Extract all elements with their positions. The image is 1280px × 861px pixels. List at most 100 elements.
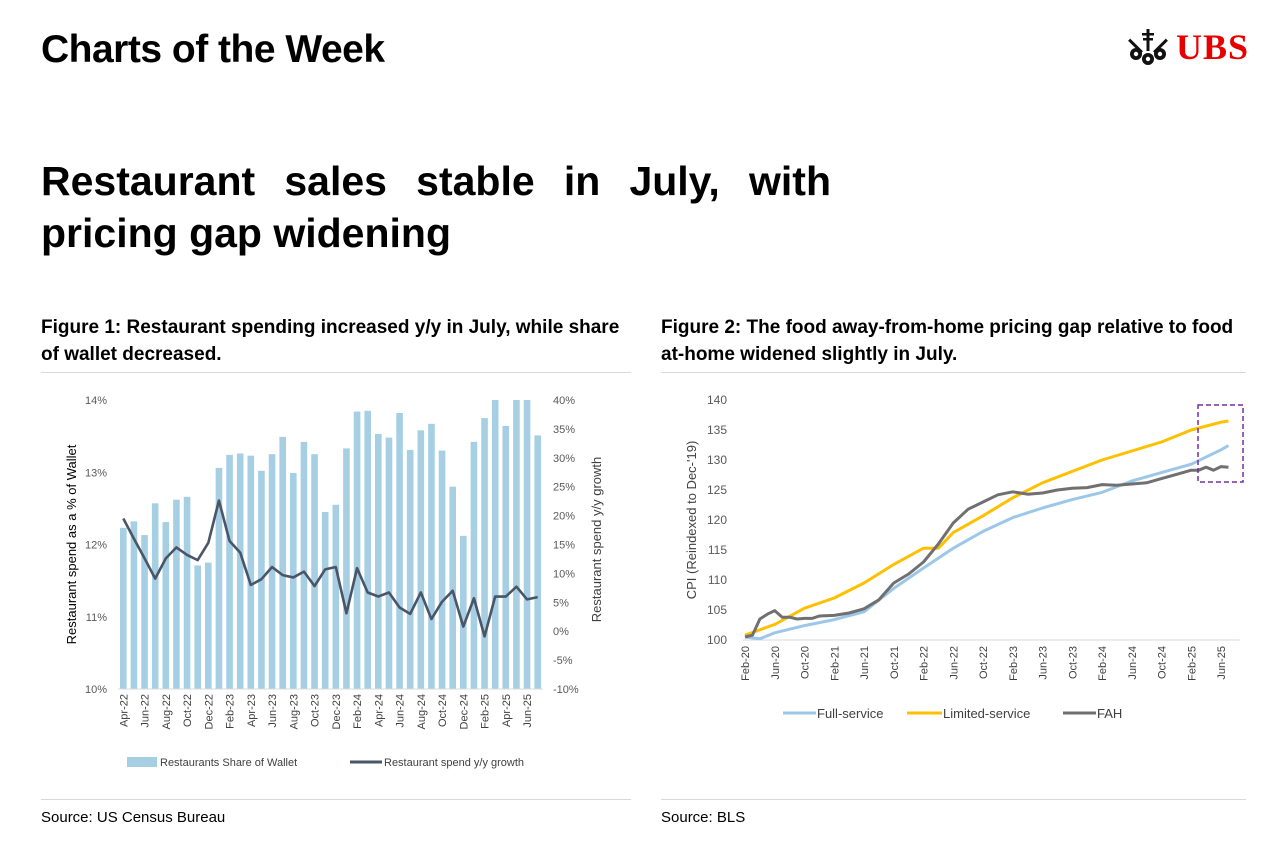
y-tick-label: 125	[707, 483, 727, 497]
y-axis-label: Restaurant spend as a % of Wallet	[64, 444, 79, 644]
bar-share-of-wallet	[396, 413, 403, 689]
x-tick-label: Jun-25	[1216, 646, 1228, 680]
bar-share-of-wallet	[321, 511, 329, 689]
x-tick-label: Oct-20	[800, 646, 812, 679]
headline: Restaurant sales stable in July, with pr…	[41, 158, 831, 256]
y-tick-label: 110	[708, 573, 727, 587]
x-tick-label: Dec-23	[331, 694, 343, 729]
y2-tick-label: -5%	[553, 655, 573, 667]
figure2-bottom-rule	[661, 799, 1246, 800]
bar-share-of-wallet	[438, 450, 446, 689]
legend-label-limited-service: Limited-service	[943, 706, 1030, 721]
y2-tick-label: 10%	[553, 568, 575, 580]
y2-tick-label: 20%	[553, 511, 575, 523]
figure2-top-rule	[661, 372, 1246, 373]
y-tick-label: 12%	[85, 540, 107, 552]
bar-share-of-wallet	[279, 436, 286, 689]
bar-share-of-wallet	[353, 411, 361, 689]
bar-share-of-wallet	[375, 433, 382, 689]
x-tick-label: Feb-24	[352, 694, 364, 729]
x-tick-label: Feb-20	[740, 646, 752, 681]
x-tick-label: Feb-21	[829, 646, 841, 681]
x-tick-label: Oct-23	[310, 694, 322, 727]
x-tick-label: Aug-22	[161, 694, 173, 729]
x-tick-label: Dec-22	[203, 694, 215, 729]
bar-share-of-wallet	[120, 527, 127, 689]
y-tick-label: 13%	[85, 467, 107, 479]
x-tick-label: Jun-22	[948, 646, 960, 680]
figure2-chart: 100 105 110 115 120 125 130 135 140 Feb-20 Jun-20 O…	[684, 393, 1244, 721]
x-tick-label: Jun-23	[1038, 646, 1050, 680]
x-tick-label: Jun-24	[395, 694, 407, 728]
x-tick-label: Aug-24	[416, 694, 428, 729]
y2-tick-label: 25%	[553, 482, 575, 494]
y-tick-label: 10%	[85, 684, 107, 696]
legend-swatch-share	[127, 757, 157, 767]
keys-icon	[1128, 29, 1168, 65]
y-tick-label: 11%	[86, 612, 107, 624]
bar-share-of-wallet	[130, 521, 138, 689]
bar-share-of-wallet	[236, 453, 244, 689]
bar-share-of-wallet	[162, 522, 170, 689]
line-full-service	[744, 444, 1230, 641]
y-tick-label: 115	[708, 543, 727, 557]
x-tick-label: Oct-24	[437, 694, 449, 727]
bar-share-of-wallet	[513, 400, 520, 689]
x-tick-label: Jun-21	[859, 646, 871, 680]
line-fah	[744, 465, 1229, 639]
bar-share-of-wallet	[481, 418, 488, 689]
x-tick-label: Dec-24	[458, 694, 470, 729]
bar-share-of-wallet	[428, 423, 435, 689]
y-tick-label: 130	[707, 453, 727, 467]
y2-tick-label: 5%	[553, 597, 569, 609]
x-tick-label: Jun-24	[1127, 646, 1139, 680]
y-tick-label: 135	[707, 423, 727, 437]
y2-tick-label: 40%	[553, 395, 575, 407]
figure2-source: Source: BLS	[661, 809, 746, 826]
bar-share-of-wallet	[183, 496, 191, 689]
x-tick-label: Feb-23	[1008, 646, 1020, 681]
bar-share-of-wallet	[460, 535, 467, 689]
legend-label-full-service: Full-service	[817, 706, 883, 721]
x-tick-label: Apr-25	[501, 694, 513, 727]
x-tick-label: Oct-22	[978, 646, 990, 679]
highlight-box	[1197, 404, 1244, 483]
y2-tick-label: 35%	[553, 424, 575, 436]
x-tick-label: Feb-22	[919, 646, 931, 681]
x-tick-label: Jun-22	[140, 694, 152, 728]
y-axis-label: CPI (Reindexed to Dec-'19)	[684, 441, 699, 600]
bar-share-of-wallet	[534, 435, 541, 689]
legend-label-fah: FAH	[1097, 706, 1122, 721]
x-tick-label: Feb-25	[1186, 646, 1198, 681]
bar-share-of-wallet	[343, 448, 350, 689]
figure1-caption: Figure 1: Restaurant spending increased …	[41, 317, 620, 365]
figure1-chart: 10% 11% 12% 13% 14% -10% -5% 0% 5% 10% 15% 20% 25% 30…	[64, 395, 604, 769]
x-tick-label: Feb-23	[225, 694, 237, 729]
bar-share-of-wallet	[205, 562, 212, 689]
bar-share-of-wallet	[290, 472, 297, 689]
y2-tick-label: 30%	[553, 453, 575, 465]
bar-share-of-wallet	[491, 400, 499, 689]
bar-share-of-wallet	[523, 400, 531, 689]
x-tick-label: Oct-22	[182, 694, 194, 727]
y-tick-label: 120	[707, 513, 727, 527]
bar-share-of-wallet	[226, 454, 233, 689]
bar-share-of-wallet	[141, 535, 148, 689]
bar-share-of-wallet	[311, 454, 318, 689]
bar-share-of-wallet	[470, 441, 478, 689]
bar-share-of-wallet	[385, 437, 393, 689]
y-tick-label: 140	[707, 393, 727, 407]
bar-share-of-wallet	[300, 441, 308, 689]
bar-share-of-wallet	[173, 499, 180, 689]
bar-share-of-wallet	[247, 455, 255, 689]
y2-axis-label: Restaurant spend y/y growth	[589, 457, 604, 622]
bar-share-of-wallet	[215, 467, 223, 689]
legend-label-growth: Restaurant spend y/y growth	[384, 757, 524, 769]
legend-label-share: Restaurants Share of Wallet	[160, 757, 297, 769]
x-tick-label: Apr-24	[373, 694, 385, 727]
bar-share-of-wallet	[364, 410, 371, 689]
logo-wordmark: UBS	[1176, 27, 1250, 67]
bar-share-of-wallet	[332, 504, 340, 689]
bar-share-of-wallet	[417, 430, 425, 689]
x-tick-label: Jun-25	[522, 694, 534, 728]
